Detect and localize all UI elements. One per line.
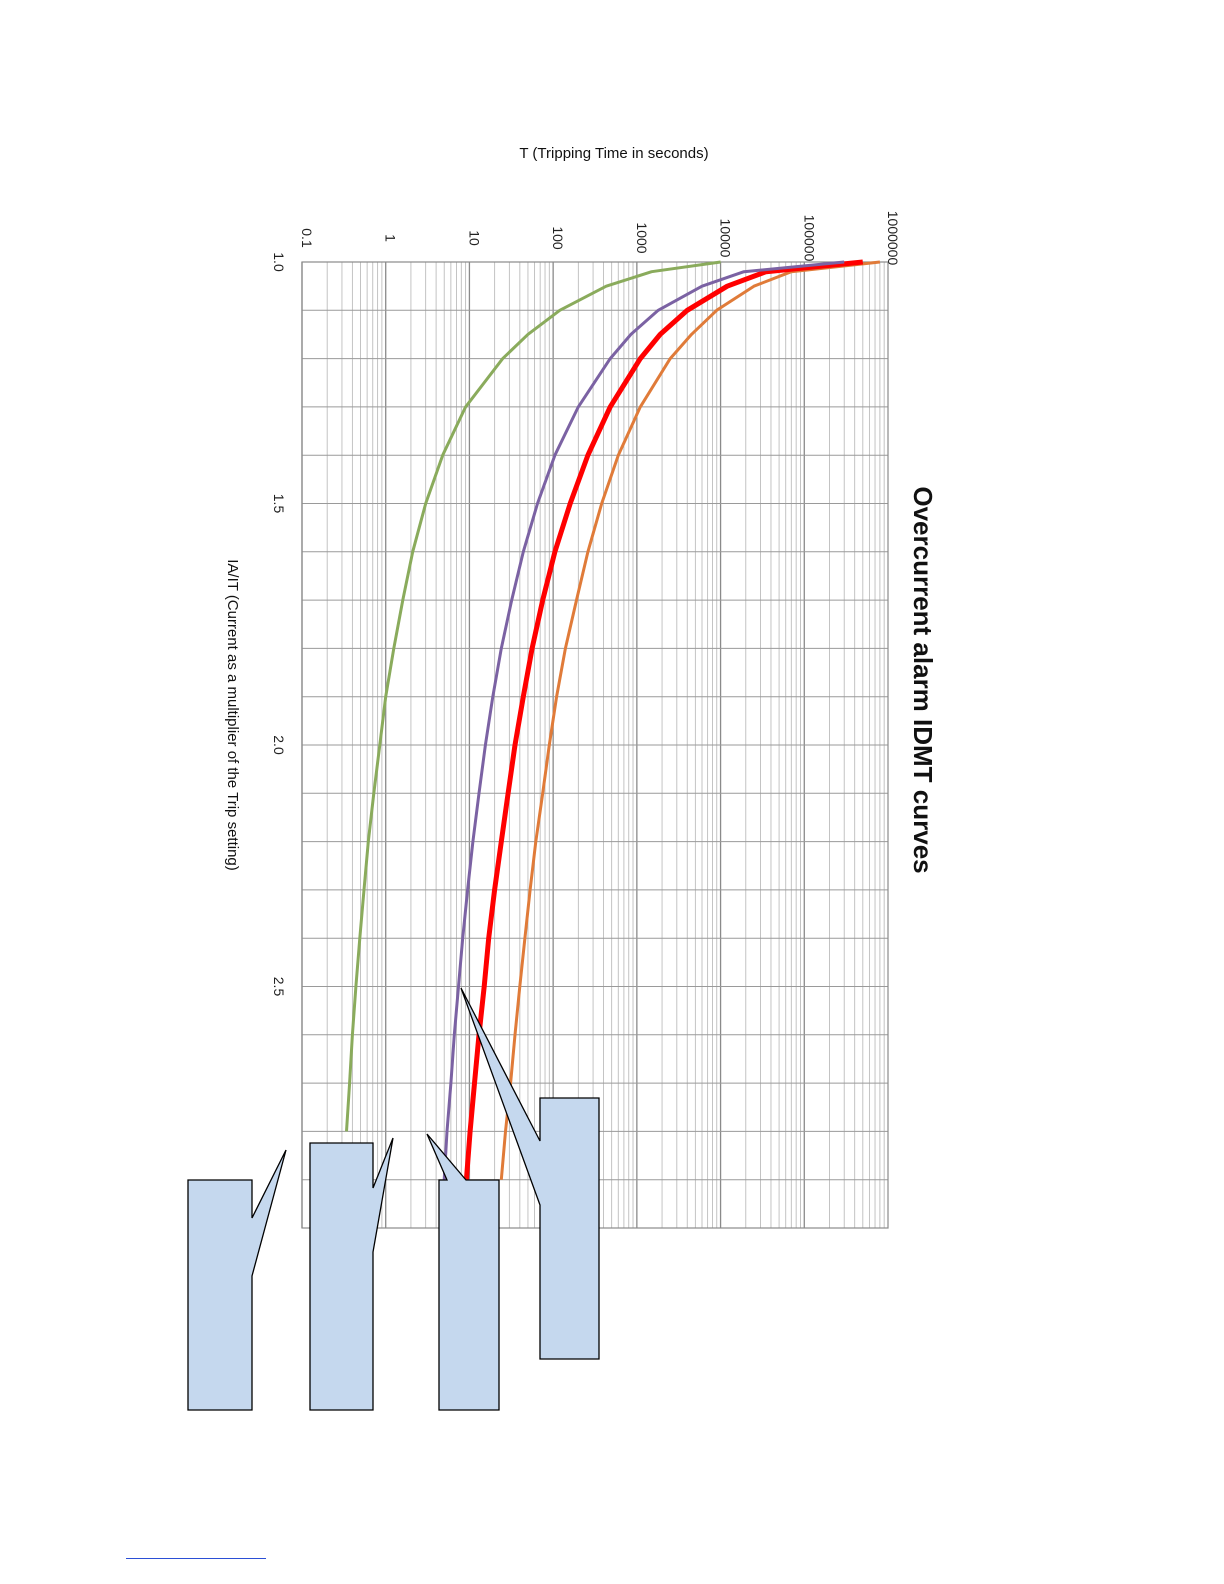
current-tick-label: 2.0 bbox=[271, 735, 287, 755]
plot-grid bbox=[301, 261, 888, 1229]
callout-box-3 bbox=[426, 1133, 500, 1411]
time-tick-label: 100000 bbox=[801, 215, 817, 262]
time-axis-title: T (Tripping Time in seconds) bbox=[519, 145, 708, 162]
current-axis-ticks: 1.0 1.5 2.0 2.5 bbox=[271, 252, 287, 996]
callout-box-2 bbox=[309, 1137, 394, 1411]
series-layer bbox=[345, 259, 881, 1180]
footnote-separator bbox=[126, 1558, 266, 1559]
time-tick-label: 1000 bbox=[634, 222, 650, 253]
current-axis-title: IA/IT (Current as a multiplier of the Tr… bbox=[224, 559, 241, 871]
series-line-2 bbox=[463, 259, 864, 1180]
current-tick-label: 1.0 bbox=[271, 252, 287, 272]
chart-title: Overcurrent alarm IDMT curves bbox=[908, 486, 938, 873]
time-tick-label: 1 bbox=[383, 234, 399, 242]
time-tick-label: 1000000 bbox=[885, 211, 901, 266]
time-tick-label: 10 bbox=[466, 230, 482, 246]
callout-layer bbox=[187, 987, 600, 1411]
current-tick-label: 1.5 bbox=[271, 494, 287, 514]
time-axis-ticks: 0.1 1 10 100 1000 10000 100000 1000000 bbox=[299, 211, 901, 266]
series-line-3 bbox=[442, 260, 845, 1180]
series-line-4 bbox=[345, 260, 721, 1132]
current-tick-label: 2.5 bbox=[271, 977, 287, 997]
time-tick-label: 0.1 bbox=[299, 228, 315, 248]
callout-box-1 bbox=[187, 1149, 287, 1411]
time-tick-label: 100 bbox=[550, 226, 566, 250]
time-tick-label: 10000 bbox=[718, 219, 734, 258]
callout-box-4 bbox=[460, 987, 600, 1360]
series-line-1 bbox=[499, 260, 881, 1180]
